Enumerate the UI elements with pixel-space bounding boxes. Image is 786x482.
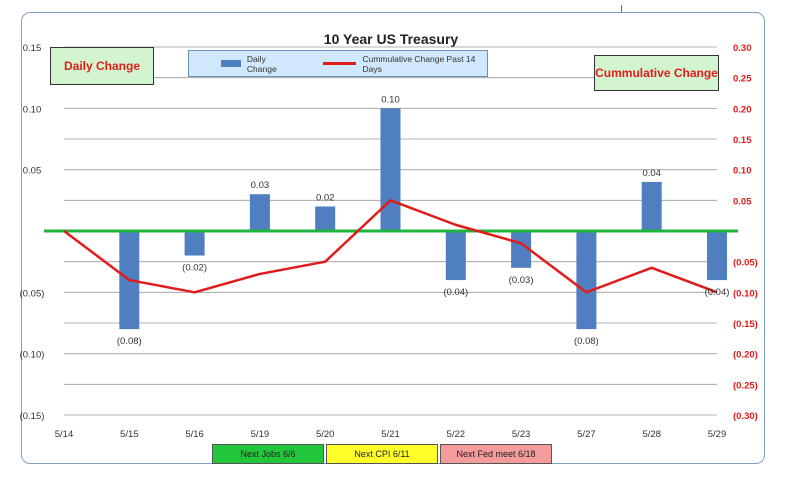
left-tick-label: (0.05) xyxy=(20,288,45,299)
data-label-5/15: (0.08) xyxy=(117,336,142,347)
bar-5/20 xyxy=(315,206,336,231)
bar-5/28 xyxy=(641,181,662,231)
x-tick-label-5/23: 5/23 xyxy=(512,429,531,440)
top-tick-mark xyxy=(621,5,622,12)
right-axis-label: Cummulative Change xyxy=(594,55,719,91)
x-tick-label-5/20: 5/20 xyxy=(316,429,335,440)
right-tick-label: (0.25) xyxy=(733,380,758,391)
right-tick-label: (0.30) xyxy=(733,411,758,422)
right-tick-label: 0.10 xyxy=(733,166,752,177)
x-tick-label-5/14: 5/14 xyxy=(55,429,74,440)
cumulative-line xyxy=(63,199,718,294)
legend-line-swatch xyxy=(323,62,357,65)
x-tick-label-5/28: 5/28 xyxy=(642,429,661,440)
event-next-cpi: Next CPI 6/11 xyxy=(326,444,438,464)
x-tick-label-5/21: 5/21 xyxy=(381,429,400,440)
bar-5/21 xyxy=(380,108,401,231)
legend-item-daily: Daily Change xyxy=(189,54,293,74)
bar-5/22 xyxy=(445,231,466,281)
legend-label-daily: Daily Change xyxy=(246,53,277,74)
right-tick-label: (0.15) xyxy=(733,319,758,330)
right-tick-label: 0.05 xyxy=(733,196,752,207)
data-label-5/19: 0.03 xyxy=(251,180,270,191)
data-label-5/22: (0.04) xyxy=(443,287,468,298)
right-tick-label: (0.05) xyxy=(733,258,758,269)
legend-item-cumulative: Cummulative Change Past 14 Days xyxy=(293,54,487,74)
data-label-5/21: 0.10 xyxy=(381,94,400,105)
data-label-5/16: (0.02) xyxy=(182,263,207,274)
left-axis-label: Daily Change xyxy=(50,47,154,85)
bar-5/27 xyxy=(576,231,597,330)
data-label-5/27: (0.08) xyxy=(574,336,599,347)
data-label-5/23: (0.03) xyxy=(509,275,534,286)
left-tick-label: (0.15) xyxy=(20,411,45,422)
left-tick-label: 0.10 xyxy=(23,104,42,115)
right-tick-label: 0.15 xyxy=(733,135,752,146)
x-tick-label-5/29: 5/29 xyxy=(708,429,727,440)
event-next-fed: Next Fed meet 6/18 xyxy=(440,444,552,464)
x-axis-ticks: 5/14 5/15 5/16 5/19 5/20 5/21 5/22 5/23 5/27 5/28… xyxy=(55,429,727,440)
event-next-jobs: Next Jobs 6/6 xyxy=(212,444,324,464)
chart-title: 10 Year US Treasury xyxy=(324,31,459,47)
x-tick-label-5/16: 5/16 xyxy=(185,429,204,440)
left-tick-label: (0.10) xyxy=(20,350,45,361)
right-tick-label: (0.10) xyxy=(733,288,758,299)
data-label-5/20: 0.02 xyxy=(316,192,335,203)
bar-series xyxy=(119,108,727,330)
legend-bar-swatch xyxy=(221,60,241,67)
left-axis-ticks: 0.15 0.10 0.05 (0.05) (0.10) (0.15) xyxy=(20,43,45,422)
right-tick-label: 0.30 xyxy=(733,43,752,54)
left-tick-label: 0.05 xyxy=(23,166,42,177)
bar-5/29 xyxy=(707,231,727,281)
x-tick-label-5/27: 5/27 xyxy=(577,429,596,440)
chart-legend: Daily Change Cummulative Change Past 14 … xyxy=(188,50,488,77)
x-tick-label-5/22: 5/22 xyxy=(447,429,466,440)
cumulative-line-series xyxy=(63,199,718,294)
data-labels: (0.08) (0.02) 0.03 0.02 0.10 (0.04) (0.03) (0.0… xyxy=(117,94,730,347)
right-tick-label: (0.20) xyxy=(733,350,758,361)
right-tick-label: 0.20 xyxy=(733,104,752,115)
left-tick-label: 0.15 xyxy=(23,43,42,54)
data-label-5/28: 0.04 xyxy=(642,168,661,179)
x-tick-label-5/19: 5/19 xyxy=(251,429,270,440)
bar-5/19 xyxy=(249,194,270,231)
bar-5/23 xyxy=(511,231,532,268)
x-tick-label-5/15: 5/15 xyxy=(120,429,139,440)
data-label-5/29: (0.04) xyxy=(705,287,730,298)
right-tick-label: 0.25 xyxy=(733,74,752,85)
legend-label-cumulative: Cummulative Change Past 14 Days xyxy=(362,53,476,74)
bar-5/16 xyxy=(184,231,205,256)
right-axis-ticks: 0.30 0.25 0.20 0.15 0.10 0.05 (0.05) (0.10) (0.1… xyxy=(733,43,758,422)
